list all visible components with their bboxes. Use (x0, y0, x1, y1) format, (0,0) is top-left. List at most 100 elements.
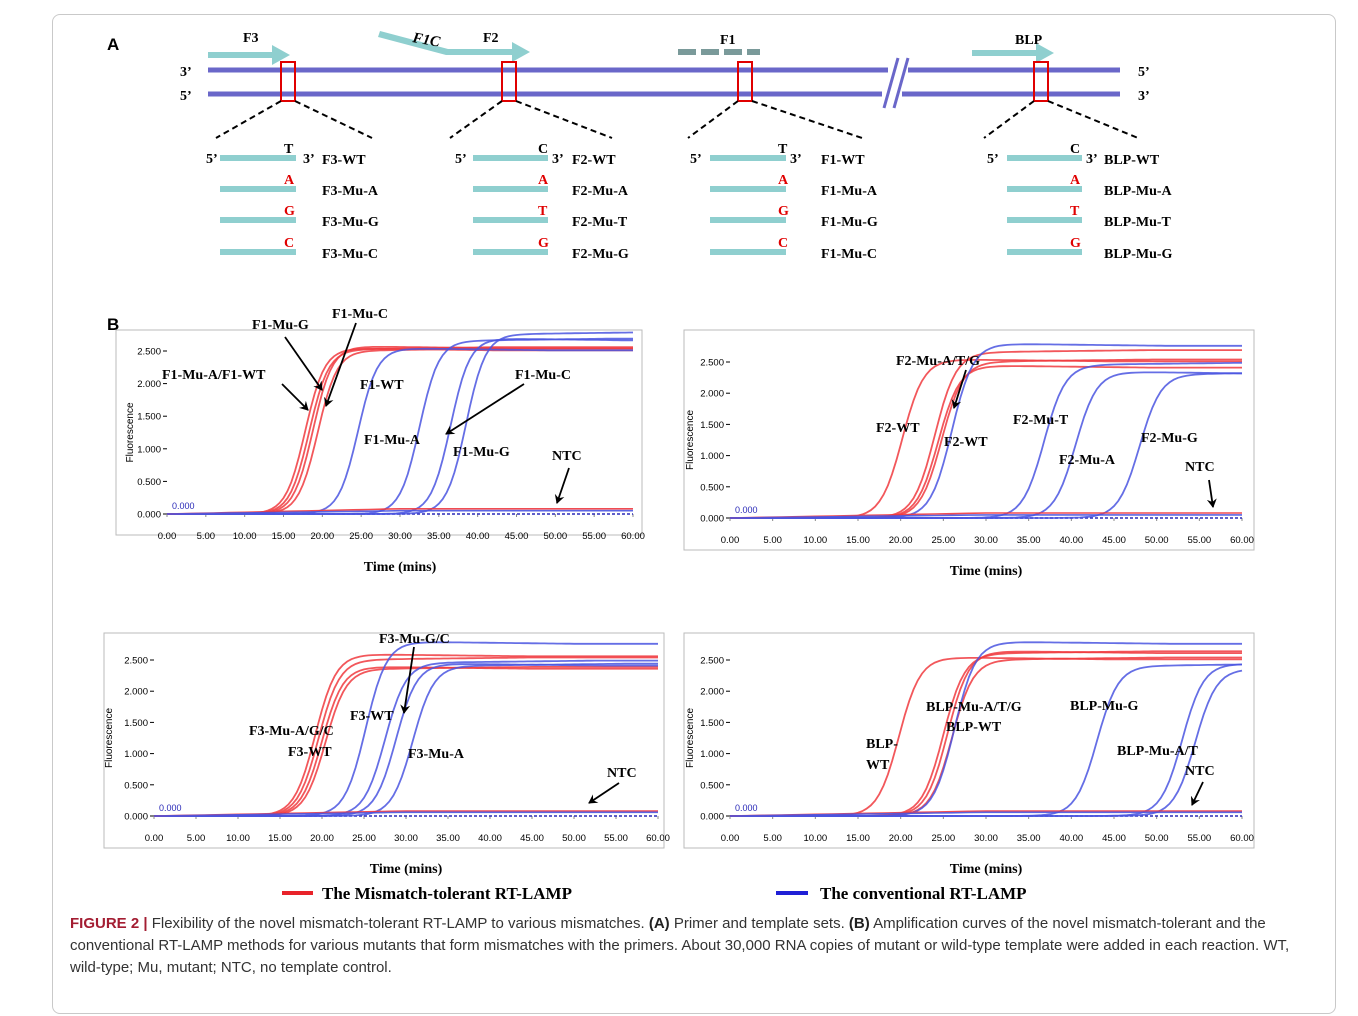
x-tick-label: 25.00 (349, 531, 373, 542)
x-tick-label: 35.00 (436, 833, 460, 844)
x-tick-label: 15.00 (846, 535, 870, 546)
x-tick-label: 5.00 (763, 535, 782, 546)
primer-variant-name: F1-Mu-C (821, 247, 877, 262)
five-prime-label: 5’ (206, 152, 218, 167)
three-prime-label: 3’ (303, 152, 315, 167)
origin-label: 0.000 (735, 803, 758, 813)
wild-type-base: C (1070, 142, 1080, 157)
x-tick-label: 45.00 (520, 833, 544, 844)
x-tick-label: 30.00 (394, 833, 418, 844)
x-tick-label: 20.00 (310, 833, 334, 844)
chart-f3-annotations: F3-Mu-G/C F3-Mu-A/G/C F3-WT F3-WT F3-Mu-… (249, 632, 637, 804)
x-tick-label: 10.00 (233, 531, 257, 542)
annotation-label: F3-Mu-G/C (379, 632, 450, 647)
x-tick-label: 60.00 (1230, 535, 1254, 546)
y-tick-label: 0.000 (700, 514, 724, 525)
y-tick-label: 0.000 (700, 812, 724, 823)
primer-f3-label: F3 (243, 31, 259, 46)
x-tick-label: 25.00 (931, 535, 955, 546)
mismatch-base: T (1070, 204, 1080, 219)
y-tick-label: 1.500 (700, 718, 724, 729)
panel-a-label: A (107, 35, 119, 54)
x-tick-label: 35.00 (427, 531, 451, 542)
mismatch-base: T (538, 204, 548, 219)
x-tick-label: 10.00 (226, 833, 250, 844)
x-tick-label: 15.00 (272, 531, 296, 542)
annotation-label: NTC (1185, 460, 1215, 475)
primer-variant-name: F2-Mu-T (572, 215, 628, 230)
strand-break-mark (892, 57, 910, 109)
annotation-label: F2-WT (876, 421, 920, 436)
annotation-label: BLP-Mu-A/T/G (926, 700, 1022, 715)
primer-f1-label: F1 (720, 33, 736, 48)
mismatch-base: G (284, 204, 295, 219)
primer-set-f2: 5’ 3’ C F2-WT A F2-Mu-A T F2-Mu-T G F2-Mu-G (455, 142, 629, 262)
wild-type-base: C (538, 142, 548, 157)
primer-variant-name: BLP-Mu-G (1104, 247, 1173, 262)
mismatch-base: A (284, 173, 295, 188)
figure-canvas: A 3’ 5’ 5’ 3’ F3 F1C F2 F1 BLP (103, 30, 1255, 903)
x-tick-label: 20.00 (310, 531, 334, 542)
wild-type-base: T (284, 142, 294, 157)
y-axis-label: Fluorescence (685, 410, 696, 470)
y-tick-label: 2.500 (700, 656, 724, 667)
y-tick-label: 2.500 (124, 656, 148, 667)
chart-f2-annotations: F2-Mu-A/T/G F2-WT F2-WT F2-Mu-T F2-Mu-A … (876, 354, 1217, 508)
x-tick-label: 20.00 (889, 535, 913, 546)
x-tick-label: 40.00 (466, 531, 490, 542)
annotation-arrow (281, 383, 309, 411)
annotation-label: F1-Mu-G (453, 445, 510, 460)
primer-variant-name: F1-WT (821, 153, 865, 168)
x-axis-label: Time (mins) (950, 564, 1023, 579)
x-tick-label: 25.00 (352, 833, 376, 844)
annotation-label: F1-Mu-C (332, 307, 388, 322)
y-axis-label: Fluorescence (685, 708, 696, 768)
x-tick-label: 45.00 (1102, 833, 1126, 844)
annotation-arrow (588, 782, 620, 804)
conventional-curve (154, 662, 658, 817)
mismatch-base: A (538, 173, 549, 188)
y-tick-label: 2.000 (124, 687, 148, 698)
x-tick-label: 40.00 (1059, 833, 1083, 844)
x-tick-label: 50.00 (1145, 535, 1169, 546)
primer-f1c-f2: F1C F2 (378, 30, 530, 62)
x-tick-label: 50.00 (1145, 833, 1169, 844)
strand-end-bottom-right: 3’ (1138, 89, 1150, 104)
mismatch-base: A (778, 173, 789, 188)
panel-b-label: B (107, 315, 119, 334)
ntc-curve (166, 509, 633, 515)
conventional-curve (730, 372, 1242, 519)
y-tick-label: 0.000 (124, 812, 148, 823)
primer-blp: BLP (972, 33, 1054, 63)
annotation-label: F3-Mu-A (408, 747, 465, 762)
three-prime-label: 3’ (1086, 152, 1098, 167)
origin-label: 0.000 (735, 505, 758, 515)
three-prime-label: 3’ (790, 152, 802, 167)
three-prime-label: 3’ (552, 152, 564, 167)
annotation-label: F2-WT (944, 435, 988, 450)
five-prime-label: 5’ (690, 152, 702, 167)
annotation-label: NTC (1185, 764, 1215, 779)
y-tick-label: 1.500 (700, 420, 724, 431)
y-tick-label: 1.000 (137, 444, 161, 455)
x-axis-label: Time (mins) (950, 862, 1023, 877)
x-tick-label: 35.00 (1017, 535, 1041, 546)
primer-variant-name: BLP-Mu-T (1104, 215, 1172, 230)
y-tick-label: 1.000 (700, 749, 724, 760)
ntc-curve (729, 514, 1242, 519)
primer-variant-name: F2-WT (572, 153, 616, 168)
x-axis-label: Time (mins) (364, 560, 437, 575)
legend-label-blue: The conventional RT-LAMP (820, 884, 1027, 903)
x-tick-label: 5.00 (187, 833, 206, 844)
caption-text: Flexibility of the novel mismatch-tolera… (147, 915, 649, 932)
primer-variant-name: F3-Mu-A (322, 184, 379, 199)
mutation-site-box-f1 (737, 61, 753, 102)
x-tick-label: 30.00 (388, 531, 412, 542)
annotation-label: F1-Mu-C (515, 368, 571, 383)
x-tick-label: 5.00 (763, 833, 782, 844)
primer-blp-label: BLP (1015, 33, 1043, 48)
annotation-arrow (1190, 781, 1204, 806)
x-tick-label: 30.00 (974, 833, 998, 844)
mutation-site-box-f2 (501, 61, 517, 102)
annotation-label: F2-Mu-G (1141, 431, 1198, 446)
